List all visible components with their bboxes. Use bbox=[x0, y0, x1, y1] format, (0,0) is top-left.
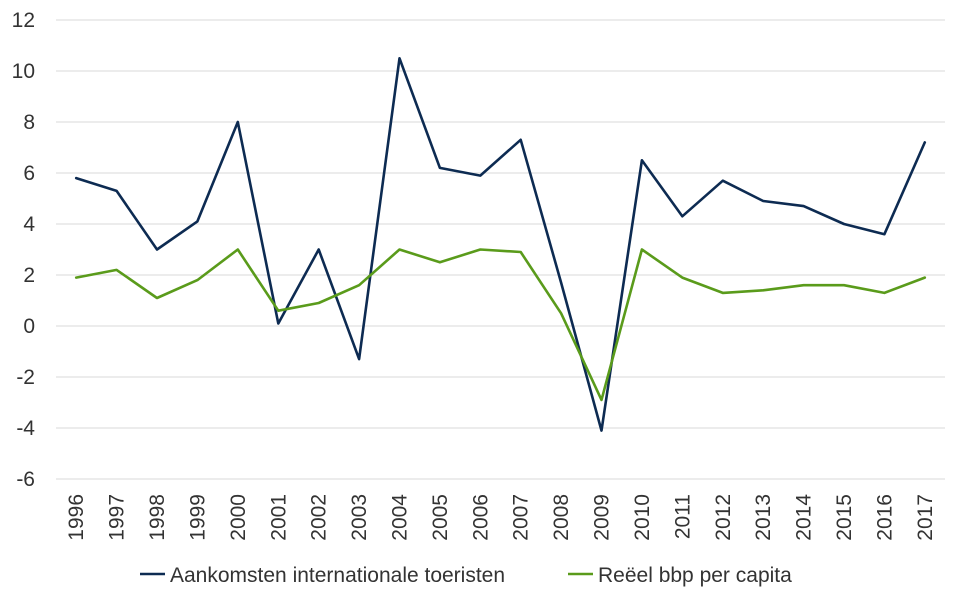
x-tick-label: 2017 bbox=[914, 494, 937, 541]
x-tick-label: 1999 bbox=[186, 494, 209, 541]
y-tick-label: 2 bbox=[23, 264, 35, 287]
legend: Aankomsten internationale toeristen Reëel… bbox=[140, 564, 792, 587]
x-tick-label: 2011 bbox=[671, 494, 694, 539]
y-tick-label: -6 bbox=[16, 468, 35, 491]
x-tick-label: 2005 bbox=[429, 494, 452, 541]
x-tick-label: 2014 bbox=[793, 494, 816, 541]
y-tick-label: 8 bbox=[23, 111, 35, 134]
x-tick-label: 2001 bbox=[267, 494, 290, 541]
series-lines bbox=[74, 56, 927, 432]
series-line-2 bbox=[74, 248, 927, 402]
y-tick-label: 10 bbox=[12, 60, 35, 83]
x-tick-label: 1998 bbox=[146, 494, 169, 541]
y-tick-label: 12 bbox=[12, 9, 35, 32]
x-tick-label: 1997 bbox=[106, 494, 129, 541]
x-tick-label: 2016 bbox=[873, 494, 896, 541]
x-tick-label: 2008 bbox=[550, 494, 573, 541]
x-tick-label: 2004 bbox=[388, 494, 411, 541]
x-tick-label: 1996 bbox=[65, 494, 88, 541]
x-tick-label: 2002 bbox=[308, 494, 331, 541]
x-tick-label: 2013 bbox=[752, 494, 775, 541]
series-line-1 bbox=[74, 56, 927, 432]
y-tick-label: 4 bbox=[23, 213, 35, 236]
y-tick-label: 6 bbox=[23, 162, 35, 185]
x-tick-label: 2000 bbox=[227, 494, 250, 541]
y-tick-label: -4 bbox=[16, 417, 35, 440]
x-tick-label: 2012 bbox=[712, 494, 735, 541]
x-tick-label: 2009 bbox=[591, 494, 614, 541]
x-axis-tick-labels: 1996 1997 1998 1999 2000 2001 2002 2003 2004 2005… bbox=[65, 494, 937, 541]
y-tick-label: 0 bbox=[23, 315, 35, 338]
x-tick-label: 2006 bbox=[469, 494, 492, 541]
y-tick-label: -2 bbox=[16, 366, 35, 389]
x-tick-label: 2007 bbox=[510, 494, 533, 541]
legend-label: Reëel bbp per capita bbox=[598, 564, 792, 587]
y-axis-tick-labels: 12 10 8 6 4 2 0 -2 -4 -6 bbox=[12, 9, 36, 491]
x-tick-label: 2010 bbox=[631, 494, 654, 541]
x-tick-label: 2003 bbox=[348, 494, 371, 541]
legend-label: Aankomsten internationale toeristen bbox=[170, 564, 505, 587]
x-tick-label: 2015 bbox=[833, 494, 856, 541]
